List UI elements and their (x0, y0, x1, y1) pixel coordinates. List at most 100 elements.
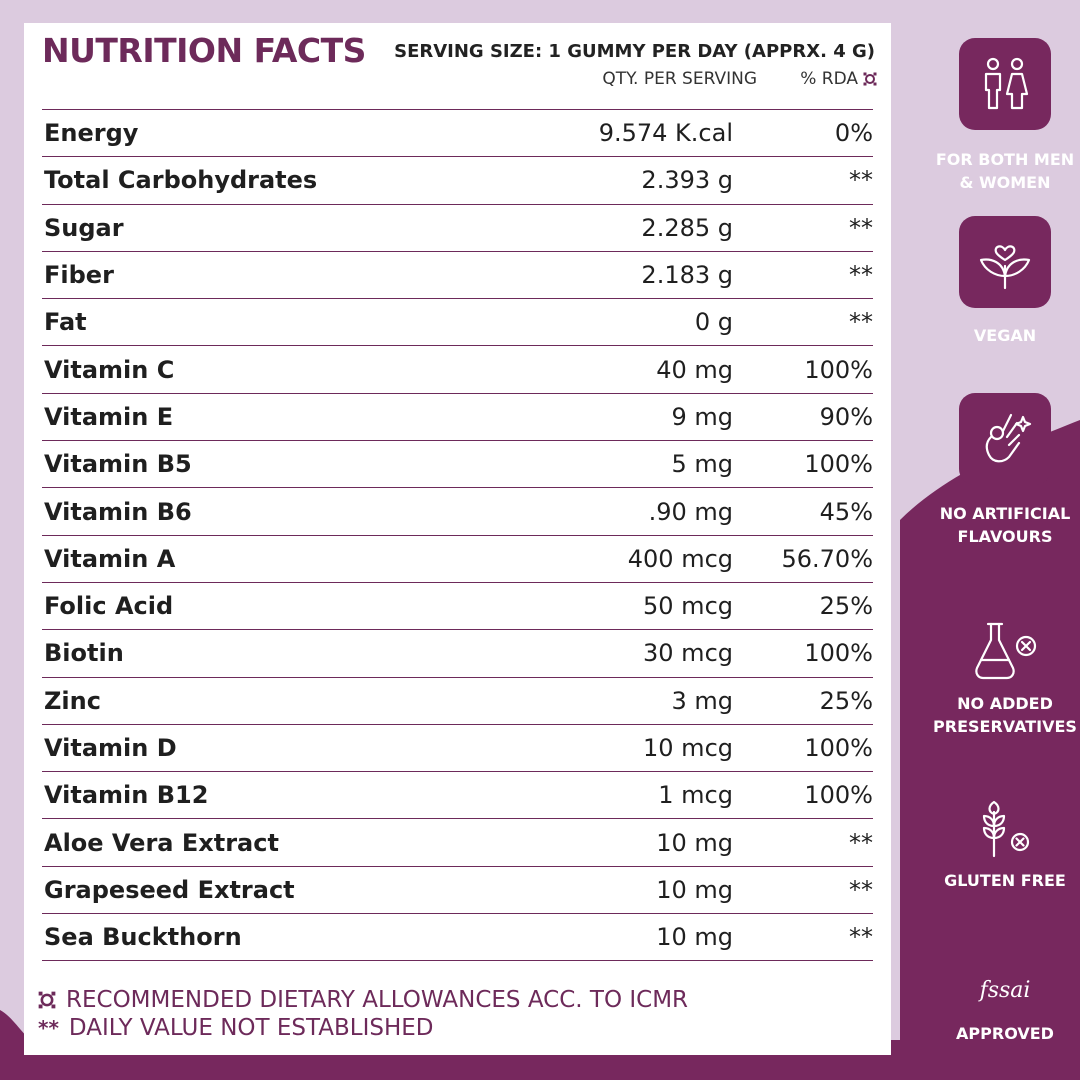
table-row: Vitamin B6 .90 mg 45% (42, 488, 873, 536)
badge-label-approved: APPROVED (956, 1024, 1054, 1043)
badge-label-line: PRESERVATIVES (933, 717, 1077, 736)
nutrient-qty: 5 mg (671, 450, 733, 479)
fssai-logo: fssai (979, 978, 1031, 1003)
nutrient-qty: 2.393 g (641, 166, 733, 195)
nutrient-name: Vitamin E (44, 402, 174, 431)
badge-label-line: NO ADDED (957, 694, 1053, 713)
man-woman-icon (984, 57, 1029, 110)
nutrient-qty: 2.285 g (641, 213, 733, 242)
rda-symbol-icon (863, 72, 877, 86)
badge-vegan (959, 216, 1051, 308)
table-row: Vitamin A 400 mcg 56.70% (42, 536, 873, 583)
nutrient-rda: ** (849, 261, 873, 290)
badge-label-line: & WOMEN (959, 173, 1051, 192)
table-row: Vitamin B12 1 mcg 100% (42, 772, 873, 820)
column-header-rda-label: % RDA (800, 69, 858, 89)
table-row: Sea Buckthorn 10 mg ** (42, 914, 873, 962)
ok-hand-sparkle-icon (985, 413, 1032, 463)
badge-label-no-artificial: NO ARTIFICIAL FLAVOURS (925, 502, 1080, 548)
badge-men-women (959, 38, 1051, 130)
nutrient-rda: 100% (804, 355, 873, 384)
nutrient-name: Vitamin B6 (44, 497, 192, 526)
nutrient-name: Grapeseed Extract (44, 875, 295, 904)
nutrient-rda: ** (849, 828, 873, 857)
nutrient-rda: 100% (804, 781, 873, 810)
nutrient-rda: ** (849, 166, 873, 195)
table-row: Folic Acid 50 mcg 25% (42, 583, 873, 631)
nutrient-name: Biotin (44, 639, 124, 668)
page-title: NUTRITION FACTS (42, 31, 366, 70)
nutrient-name: Vitamin B5 (44, 450, 192, 479)
badge-no-preservatives (966, 618, 1046, 682)
nutrient-qty: 10 mcg (643, 734, 733, 762)
nutrient-qty: 40 mg (656, 355, 733, 384)
nutrient-rda: 90% (819, 402, 873, 431)
column-header-rda: % RDA (800, 69, 877, 89)
table-row: Grapeseed Extract 10 mg ** (42, 867, 873, 915)
nutrient-qty: 1 mcg (658, 781, 733, 810)
badge-label-line: FOR BOTH MEN (935, 150, 1075, 169)
nutrient-qty: .90 mg (648, 497, 733, 526)
nutrient-name: Sugar (44, 213, 124, 242)
badge-label-men-women: FOR BOTH MEN & WOMEN (925, 148, 1080, 194)
nutrient-qty: 10 mg (656, 828, 733, 857)
nutrient-rda: 45% (819, 497, 873, 526)
table-row: Energy 9.574 K.cal 0% (42, 110, 873, 158)
table-row: Vitamin E 9 mg 90% (42, 394, 873, 442)
badge-label-line: FLAVOURS (957, 527, 1053, 546)
rda-symbol-icon (38, 991, 56, 1009)
nutrient-qty: 50 mcg (643, 592, 733, 621)
nutrient-name: Aloe Vera Extract (44, 828, 279, 857)
table-row: Aloe Vera Extract 10 mg ** (42, 819, 873, 867)
footnote-rda-text: RECOMMENDED DIETARY ALLOWANCES ACC. TO I… (66, 987, 689, 1013)
footnote-rda: RECOMMENDED DIETARY ALLOWANCES ACC. TO I… (38, 987, 688, 1013)
nutrient-name: Folic Acid (44, 592, 174, 621)
nutrient-qty: 9.574 K.cal (598, 119, 733, 148)
nutrient-name: Vitamin D (44, 734, 177, 762)
badge-label-gluten-free: GLUTEN FREE (944, 871, 1066, 890)
nutrient-name: Sea Buckthorn (44, 923, 242, 952)
nutrient-rda: 100% (804, 734, 873, 762)
nutrition-card: NUTRITION FACTS SERVING SIZE: 1 GUMMY PE… (24, 23, 891, 1055)
nutrient-name: Zinc (44, 686, 101, 715)
nutrient-name: Vitamin A (44, 544, 176, 573)
table-row: Fiber 2.183 g ** (42, 252, 873, 300)
nutrient-rda: ** (849, 213, 873, 242)
nutrient-qty: 400 mcg (627, 544, 733, 573)
badge-no-artificial-flavours (959, 393, 1051, 485)
nutrient-qty: 3 mg (671, 686, 733, 715)
table-row: Fat 0 g ** (42, 299, 873, 347)
nutrient-rda: ** (849, 308, 873, 337)
nutrient-rda: 100% (804, 450, 873, 479)
table-row: Vitamin C 40 mg 100% (42, 346, 873, 394)
column-header-qty: QTY. PER SERVING (602, 69, 757, 89)
badge-gluten-free (972, 800, 1038, 860)
nutrient-qty: 2.183 g (641, 261, 733, 290)
nutrient-qty: 10 mg (656, 923, 733, 952)
serving-size: SERVING SIZE: 1 GUMMY PER DAY (APPRX. 4 … (394, 41, 875, 62)
table-row: Total Carbohydrates 2.393 g ** (42, 157, 873, 205)
nutrient-name: Energy (44, 119, 139, 148)
nutrient-rda: 56.70% (781, 544, 873, 573)
nutrient-qty: 9 mg (671, 402, 733, 431)
nutrient-name: Vitamin C (44, 355, 175, 384)
nutrient-name: Total Carbohydrates (44, 166, 318, 195)
nutrient-name: Fat (44, 308, 87, 337)
badge-label-no-preservatives: NO ADDED PRESERVATIVES (925, 692, 1080, 738)
nutrient-name: Vitamin B12 (44, 781, 209, 810)
table-row: Sugar 2.285 g ** (42, 205, 873, 252)
table-row: Vitamin B5 5 mg 100% (42, 441, 873, 489)
badge-label-line: NO ARTIFICIAL (939, 504, 1071, 523)
nutrient-rda: ** (849, 875, 873, 904)
heart-leaf-icon (979, 245, 1031, 290)
footnote-stars-symbol: ** (38, 1016, 59, 1040)
nutrient-rda: ** (849, 923, 873, 952)
footnote-stars: ** DAILY VALUE NOT ESTABLISHED (38, 1015, 434, 1041)
nutrient-rda: 0% (834, 119, 873, 148)
nutrition-table: Energy 9.574 K.cal 0% Total Carbohydrates 2.… (42, 109, 873, 962)
table-row: Zinc 3 mg 25% (42, 678, 873, 725)
nutrient-qty: 30 mcg (643, 639, 733, 668)
nutrient-rda: 100% (804, 639, 873, 668)
nutrient-rda: 25% (819, 592, 873, 621)
wheat-cross-icon (982, 800, 1030, 858)
